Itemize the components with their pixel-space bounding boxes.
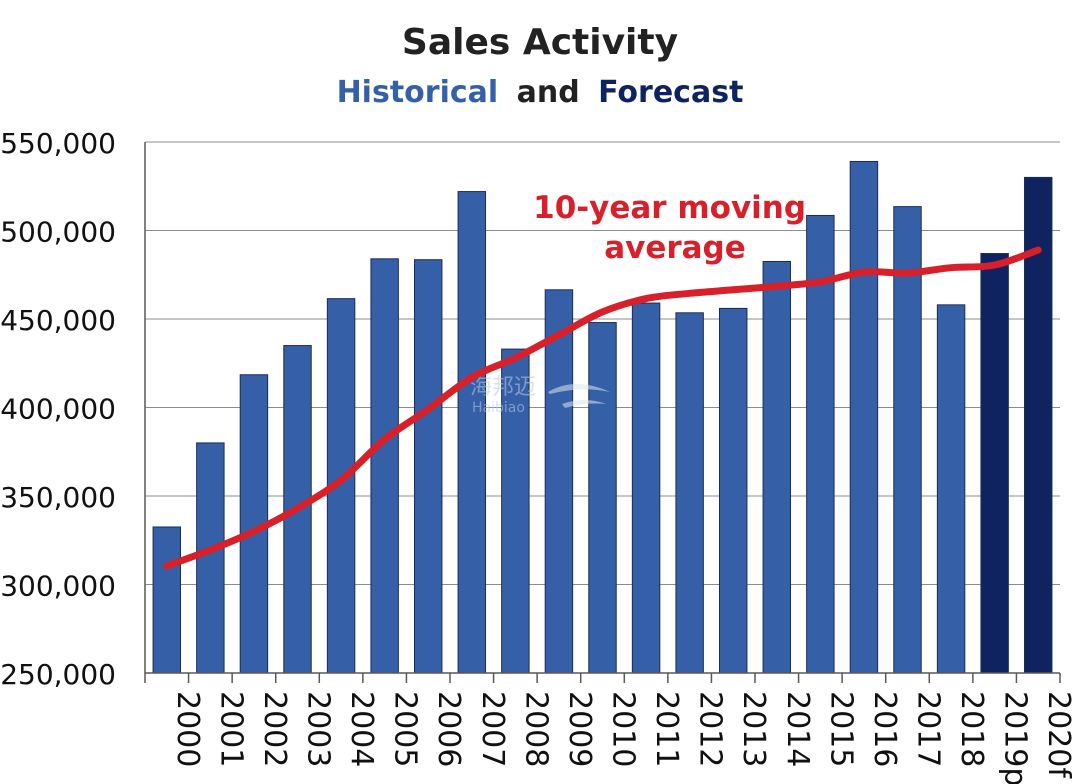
moving-average-annotation: 10-year moving average (533, 190, 817, 266)
x-tick-label: 2005 (388, 691, 423, 767)
bar-2001 (196, 442, 225, 674)
bar-2020f (1023, 176, 1053, 674)
y-tick-label: 400,000 (0, 393, 116, 426)
annotation-line-2: average (604, 230, 746, 266)
y-tick-label: 550,000 (0, 127, 116, 160)
bar-2008 (501, 348, 530, 674)
chart-title: Sales Activity (402, 22, 678, 63)
bar-2012 (675, 312, 704, 674)
bar-2005 (370, 258, 399, 674)
x-tick-label: 2006 (431, 691, 466, 767)
x-tick-label: 2020f (1041, 691, 1076, 779)
bar-2010 (588, 322, 617, 674)
y-tick-label: 300,000 (0, 570, 116, 603)
x-tick-label: 2008 (518, 691, 553, 767)
watermark-text-cn: 海邦迈 (470, 375, 536, 400)
x-tick-label: 2007 (475, 691, 510, 767)
watermark-text-en: Haibiao (472, 400, 525, 416)
bar-2011 (631, 302, 661, 674)
x-tick-label: 2009 (562, 691, 597, 767)
x-tick-label: 2013 (736, 691, 771, 767)
y-axis-tick-labels: 250,000 300,000 350,000 400,000 450,000 500,0… (0, 127, 116, 691)
x-axis-tick-labels: 2000 2001 2002 2003 2004 2005 2006 2007 2008 2009… (170, 691, 1076, 784)
annotation-line-1: 10-year moving (533, 190, 806, 226)
x-tick-label: 2015 (823, 691, 858, 767)
subtitle-historical: Historical (337, 75, 499, 110)
x-tick-label: 2011 (649, 691, 684, 767)
x-tick-label: 2018 (954, 691, 989, 767)
bar-2015 (806, 214, 835, 674)
y-tick-label: 500,000 (0, 216, 116, 249)
subtitle-forecast: Forecast (598, 75, 743, 110)
x-tick-label: 2000 (170, 691, 205, 767)
bar-2017 (893, 206, 922, 674)
bar-2013 (718, 307, 748, 674)
x-tick-label: 2002 (257, 691, 292, 767)
x-tick-label: 2016 (867, 691, 902, 767)
bar-2014 (762, 260, 792, 674)
watermark: 海邦迈 Haibiao (470, 375, 610, 416)
x-tick-label: 2019p (998, 691, 1033, 784)
chart-subtitle: Historical and Forecast (337, 75, 744, 110)
bar-2016 (849, 160, 879, 674)
bars (152, 160, 1053, 674)
y-tick-label: 350,000 (0, 481, 116, 514)
bar-2007 (457, 191, 487, 674)
moving-average-line (163, 246, 1042, 570)
x-tick-label: 2001 (213, 691, 248, 767)
watermark-bird-icon (548, 384, 610, 408)
x-tick-label: 2012 (693, 691, 728, 767)
x-tick-label: 2014 (780, 691, 815, 767)
y-tick-label: 450,000 (0, 304, 116, 337)
axes (144, 142, 1061, 683)
bar-2018 (936, 304, 966, 674)
x-tick-label: 2010 (606, 691, 641, 767)
moving-average-series (163, 246, 1042, 570)
y-tick-label: 250,000 (0, 658, 116, 691)
x-tick-label: 2003 (301, 691, 336, 767)
bar-2019p (980, 253, 1009, 674)
bar-2006 (413, 259, 443, 674)
x-tick-label: 2004 (344, 691, 379, 767)
subtitle-and: and (517, 75, 580, 110)
x-tick-label: 2017 (911, 691, 946, 767)
bar-2009 (544, 289, 574, 674)
bar-2000 (152, 526, 182, 674)
